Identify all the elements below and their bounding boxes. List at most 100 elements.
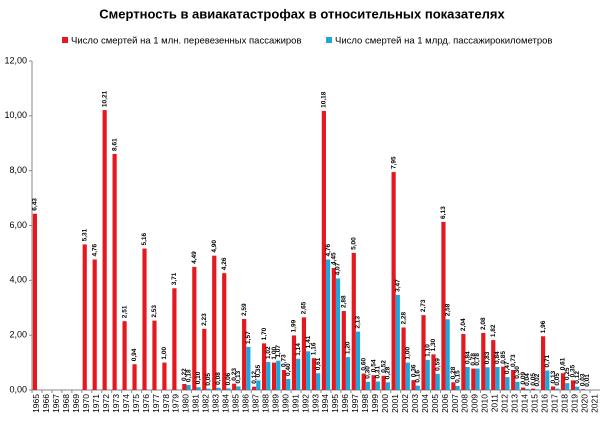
x-tick-label: 2006 — [440, 394, 450, 413]
value-label: 0,84 — [464, 351, 471, 364]
legend-swatch — [62, 37, 68, 43]
bar — [202, 328, 207, 390]
bar — [425, 359, 430, 390]
bar — [495, 366, 500, 390]
value-label: 1,02 — [265, 346, 272, 359]
x-tick-label: 1985 — [231, 394, 241, 413]
bar — [236, 386, 241, 390]
x-tick-label: 1971 — [91, 394, 101, 413]
x-tick-label: 2004 — [420, 394, 430, 413]
x-tick-label: 1969 — [71, 394, 81, 413]
x-tick-label: 2003 — [410, 394, 420, 413]
bar — [216, 387, 221, 390]
bar — [555, 388, 560, 390]
bar — [515, 381, 520, 390]
value-label: 1,00 — [161, 347, 168, 360]
bar — [415, 385, 420, 390]
value-label: 7,95 — [390, 156, 397, 169]
x-tick-label: 1975 — [131, 394, 141, 413]
bar — [261, 343, 267, 390]
value-label: 2,73 — [420, 299, 427, 312]
bar — [565, 383, 570, 390]
value-label: 1,70 — [261, 327, 268, 340]
bar — [266, 362, 271, 390]
bar — [152, 320, 157, 390]
bar — [256, 380, 261, 390]
x-tick-label: 1986 — [240, 394, 250, 413]
bar — [122, 321, 127, 390]
legend-label: Число смертей на 1 млрд. пассажирокиломе… — [335, 36, 552, 47]
bar — [196, 387, 201, 390]
bar — [162, 362, 167, 390]
value-label: 4,26 — [221, 257, 228, 270]
bar — [391, 172, 396, 390]
x-tick-label: 1978 — [161, 394, 171, 413]
value-label: 6,13 — [440, 206, 447, 219]
y-tick-label: 2,00 — [9, 330, 27, 340]
bar — [570, 380, 576, 390]
bar — [222, 273, 227, 390]
value-label: 2,51 — [121, 305, 128, 318]
value-label: 0,84 — [494, 351, 501, 364]
value-label: 1,41 — [305, 335, 312, 348]
x-tick-label: 2002 — [400, 394, 410, 413]
bar — [385, 382, 390, 390]
value-label: 1,00 — [271, 347, 278, 360]
bar — [521, 387, 526, 390]
bar — [296, 358, 301, 390]
value-label: 10,18 — [321, 91, 328, 108]
bar — [271, 362, 277, 390]
bar — [471, 368, 476, 390]
value-label: 0,05 — [205, 373, 212, 386]
value-label: 4,76 — [91, 243, 98, 256]
value-label: 4,76 — [325, 243, 332, 256]
bar — [311, 358, 316, 390]
x-tick-label: 1983 — [211, 394, 221, 413]
value-label: 2,13 — [355, 316, 362, 329]
x-tick-label: 1970 — [81, 394, 91, 413]
value-label: 0,28 — [450, 366, 457, 379]
x-tick-label: 2007 — [450, 394, 460, 413]
bar — [531, 388, 536, 390]
x-tick-label: 2016 — [539, 394, 549, 413]
bar — [361, 373, 366, 390]
y-tick-label: 0,00 — [9, 384, 27, 394]
bar — [102, 110, 107, 390]
x-tick-label: 1977 — [151, 394, 161, 413]
value-label: 0,30 — [365, 366, 372, 379]
bar — [381, 375, 386, 390]
x-tick-label: 1987 — [250, 394, 260, 413]
value-label: 4,49 — [191, 251, 198, 264]
value-label: 8,61 — [111, 138, 118, 151]
value-label: 1,07 — [275, 345, 282, 358]
value-label: 5,00 — [350, 237, 357, 250]
x-tick-label: 1972 — [101, 394, 111, 413]
bar — [281, 369, 287, 390]
x-tick-label: 2010 — [480, 394, 490, 413]
bar — [186, 385, 191, 390]
value-label: 0,59 — [434, 358, 441, 371]
value-label: 0,40 — [285, 363, 292, 376]
value-label: 0,13 — [235, 370, 242, 383]
bar — [291, 335, 297, 390]
x-tick-label: 1965 — [31, 394, 41, 413]
value-label: 0,35 — [255, 364, 262, 377]
x-tick-label: 1988 — [260, 394, 270, 413]
value-label: 0,60 — [360, 358, 367, 371]
y-tick-label: 8,00 — [9, 165, 27, 175]
x-tick-label: 2017 — [549, 394, 559, 413]
value-label: 0,25 — [564, 367, 571, 380]
bar — [246, 346, 251, 390]
bar — [182, 383, 187, 390]
value-label: 0,01 — [584, 374, 591, 387]
value-label: 3,47 — [395, 279, 402, 292]
value-label: 0,13 — [550, 370, 557, 383]
bar — [560, 373, 566, 390]
bar — [351, 252, 356, 390]
bar — [355, 331, 361, 390]
x-tick-label: 1982 — [201, 394, 211, 413]
x-tick-label: 1968 — [61, 394, 71, 413]
value-label: 2,23 — [201, 313, 208, 326]
x-tick-label: 1991 — [290, 394, 300, 413]
